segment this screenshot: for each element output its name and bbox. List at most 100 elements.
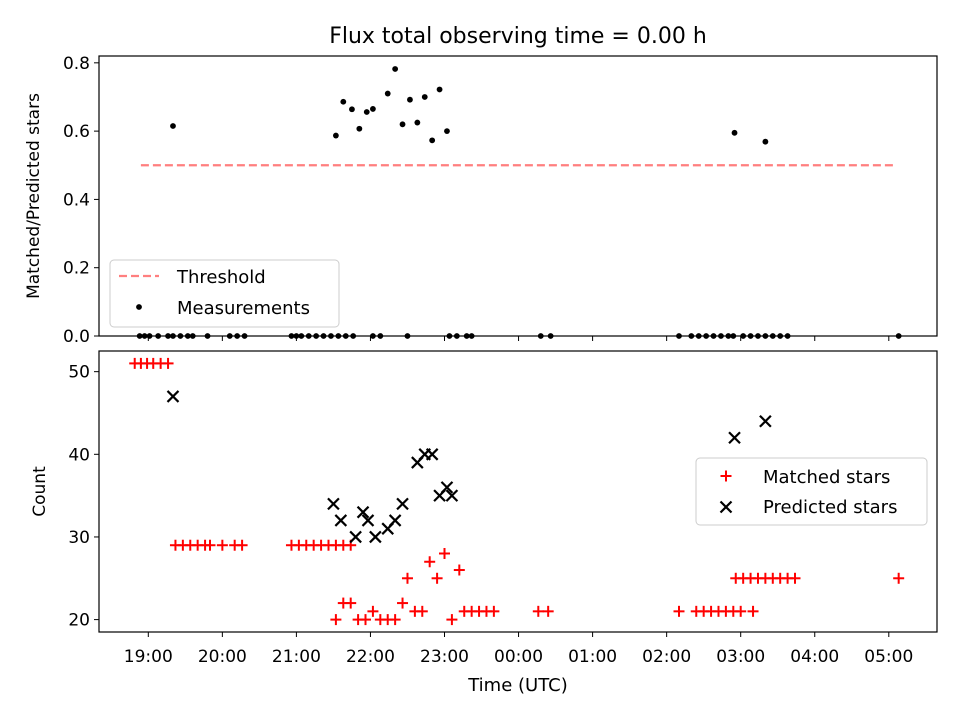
- predicted-point-b: [445, 489, 459, 502]
- predicted-point-b: [440, 481, 454, 494]
- predicted-point-b: [166, 390, 180, 403]
- measurement-point: [762, 138, 769, 145]
- predicted-point-b: [759, 414, 772, 428]
- bottom-ytick-label: 40: [68, 445, 90, 465]
- measurement-point: [429, 137, 436, 144]
- matched-point: [397, 597, 409, 609]
- predicted-point: [327, 497, 340, 511]
- matched-point: [673, 605, 685, 617]
- top-legend-box: [109, 259, 340, 328]
- bottom-xtick-label: 04:00: [790, 647, 839, 667]
- bottom-xtick-label: 03:00: [716, 647, 765, 667]
- measurement-point: [332, 132, 339, 139]
- measurement-point: [363, 109, 370, 115]
- predicted-point: [396, 497, 409, 511]
- predicted-point: [728, 431, 741, 445]
- measurement-point: [421, 94, 428, 100]
- bottom-xtick-label: 23:00: [420, 647, 469, 667]
- bottom-ytick-label: 20: [68, 611, 90, 631]
- predicted-point-b: [361, 514, 375, 527]
- matched-point: [747, 605, 759, 617]
- bottom-xtick-label: 00:00: [494, 647, 543, 667]
- top-plot-frame: [98, 55, 938, 337]
- predicted-point: [349, 530, 362, 544]
- matched-point: [216, 539, 228, 551]
- matched-point: [453, 564, 465, 576]
- bottom-ylabel: Count: [30, 466, 50, 517]
- bottom-xlabel: Time (UTC): [467, 675, 568, 696]
- matched-point: [367, 605, 379, 617]
- predicted-point: [361, 514, 375, 527]
- predicted-point: [440, 481, 454, 494]
- matched-point: [236, 539, 248, 551]
- matched-point: [416, 605, 428, 617]
- matched-point: [789, 572, 801, 584]
- matched-point: [735, 605, 747, 617]
- top-ytick-label: 0.0: [63, 327, 90, 347]
- predicted-point-b: [425, 448, 439, 461]
- matched-point: [345, 597, 357, 609]
- measurement-point: [414, 119, 421, 126]
- bottom-xtick-label: 20:00: [198, 647, 247, 667]
- matched-point: [532, 605, 544, 617]
- predicted-point-b: [396, 497, 409, 511]
- measurement-point: [436, 86, 443, 93]
- predicted-point: [759, 414, 772, 428]
- matched-point: [431, 572, 443, 584]
- matched-point: [162, 357, 174, 369]
- legend-matched-label: Matched stars: [763, 467, 890, 488]
- predicted-point-b: [356, 505, 370, 519]
- predicted-point-b: [728, 431, 741, 445]
- bottom-ytick-label: 50: [68, 363, 90, 383]
- matched-point: [446, 614, 458, 626]
- predicted-point: [334, 514, 348, 527]
- bottom-plot-frame: [98, 350, 938, 633]
- predicted-point: [166, 390, 180, 403]
- legend-measurement-swatch: [136, 304, 142, 310]
- measurement-point: [384, 90, 391, 97]
- legend-threshold-label: Threshold: [176, 267, 266, 288]
- measurement-point: [370, 106, 376, 112]
- matched-point: [424, 556, 436, 568]
- measurement-point: [392, 66, 399, 72]
- chart-title: Flux total observing time = 0.00 h: [329, 24, 707, 49]
- matched-point: [542, 605, 554, 617]
- predicted-point-b: [388, 514, 402, 527]
- measurement-point: [349, 106, 355, 113]
- matched-point: [389, 614, 401, 626]
- bottom-xtick-label: 01:00: [568, 647, 617, 667]
- predicted-point-b: [369, 530, 382, 544]
- predicted-point: [425, 448, 439, 461]
- predicted-point-b: [349, 530, 362, 544]
- measurement-point: [399, 121, 406, 128]
- top-ytick-label: 0.4: [63, 190, 90, 210]
- predicted-point: [369, 530, 382, 544]
- legend-predicted-label: Predicted stars: [763, 497, 897, 518]
- predicted-point-b: [327, 497, 340, 511]
- bottom-xtick-label: 02:00: [642, 647, 691, 667]
- matched-point: [330, 614, 342, 626]
- measurement-point: [407, 96, 413, 103]
- matched-point: [360, 614, 372, 626]
- bottom-ytick-label: 30: [68, 528, 90, 548]
- predicted-point: [388, 514, 402, 527]
- matched-point: [439, 547, 450, 559]
- top-ytick-label: 0.8: [63, 54, 90, 74]
- predicted-point-b: [334, 514, 348, 527]
- matched-point: [401, 572, 413, 584]
- measurement-point: [444, 128, 450, 135]
- matched-point: [204, 539, 216, 551]
- predicted-point: [356, 505, 370, 519]
- legend-measurement-label: Measurements: [177, 298, 310, 319]
- measurement-point: [356, 125, 363, 132]
- bottom-xtick-label: 21:00: [272, 647, 321, 667]
- measurement-point: [731, 129, 738, 136]
- measurement-point: [340, 98, 347, 105]
- matched-point: [488, 605, 500, 617]
- measurement-point: [170, 123, 176, 129]
- legend-predicted-swatch-b: [719, 500, 733, 514]
- top-ytick-label: 0.2: [63, 259, 90, 279]
- matched-point: [893, 572, 905, 584]
